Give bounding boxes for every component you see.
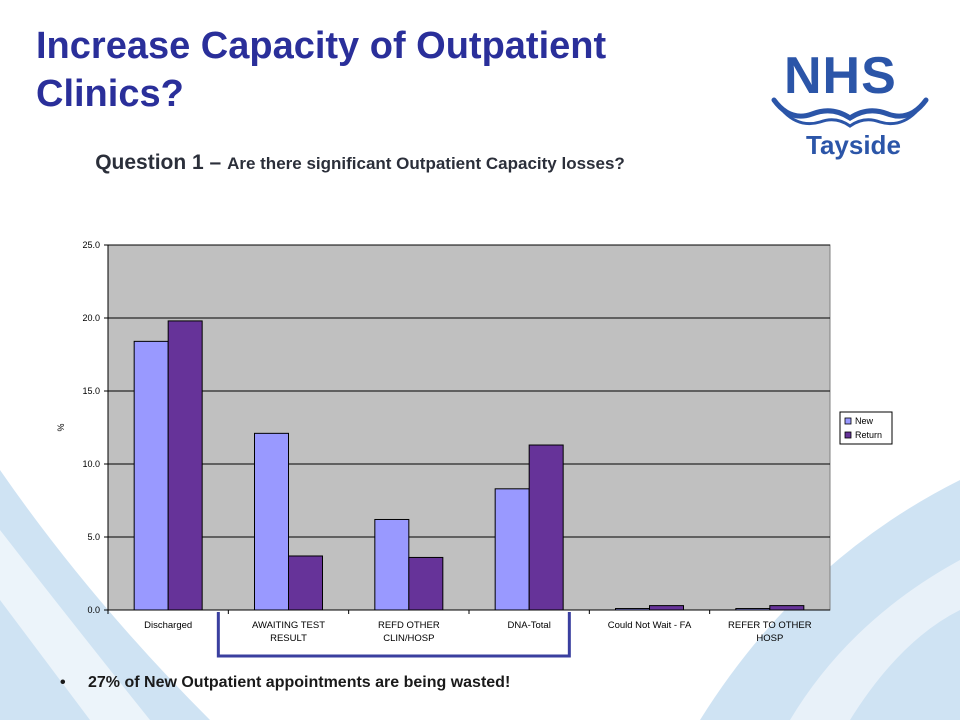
bar-return bbox=[167, 320, 203, 611]
bar-return bbox=[649, 605, 684, 611]
bar-return bbox=[528, 444, 564, 611]
swoosh-left-inner bbox=[0, 530, 150, 720]
y-tick-label: 0.0 bbox=[87, 605, 100, 615]
x-tick-label: RESULT bbox=[270, 633, 307, 644]
legend-swatch-new bbox=[844, 417, 852, 425]
y-tick-label: 25.0 bbox=[82, 240, 100, 250]
x-tick-label: REFER TO OTHER bbox=[728, 620, 812, 631]
logo-brand-text: NHS bbox=[784, 47, 897, 105]
bar-return bbox=[769, 605, 805, 611]
subtitle-question-number: Question 1 – bbox=[95, 151, 228, 174]
bar-new bbox=[133, 340, 169, 611]
y-tick-label: 15.0 bbox=[82, 386, 100, 396]
legend-label-new: New bbox=[855, 416, 874, 426]
y-tick-label: 10.0 bbox=[82, 459, 100, 469]
x-tick-label: CLIN/HOSP bbox=[383, 633, 434, 644]
x-tick-label: REFD OTHER bbox=[378, 620, 440, 631]
plot-area bbox=[107, 244, 831, 611]
legend bbox=[839, 411, 893, 445]
bar-new bbox=[494, 488, 530, 611]
highlight-box bbox=[216, 612, 571, 658]
bar-new bbox=[254, 432, 289, 611]
subtitle-question-text: Are there significant Outpatient Capacit… bbox=[227, 154, 625, 173]
bullet-marker: • bbox=[60, 674, 66, 691]
bullet-text: 27% of New Outpatient appointments are b… bbox=[88, 674, 511, 691]
y-tick-label: 5.0 bbox=[87, 532, 100, 542]
logo-wave-icon bbox=[771, 97, 929, 128]
slide-title: Increase Capacity of Outpatient Clinics? bbox=[36, 25, 607, 115]
y-tick-label: 20.0 bbox=[82, 313, 100, 323]
nhs-tayside-logo: NHS Tayside bbox=[770, 46, 930, 160]
legend-label-return: Return bbox=[855, 430, 882, 440]
x-tick-label: HOSP bbox=[756, 633, 783, 644]
swoosh-right-inner bbox=[790, 560, 960, 720]
bar-return bbox=[288, 555, 323, 611]
bar-return bbox=[408, 556, 444, 611]
slide-subtitle: Question 1 – Are there significant Outpa… bbox=[30, 148, 690, 180]
x-tick-label: Could Not Wait - FA bbox=[608, 620, 692, 631]
x-tick-label: DNA-Total bbox=[508, 620, 551, 631]
y-axis-label: % bbox=[56, 423, 66, 431]
x-tick-label: AWAITING TEST bbox=[252, 620, 325, 631]
logo-region-text: Tayside bbox=[806, 130, 901, 160]
legend-swatch-return bbox=[844, 431, 852, 439]
x-tick-label: Discharged bbox=[144, 620, 192, 631]
bar-new bbox=[374, 518, 410, 611]
